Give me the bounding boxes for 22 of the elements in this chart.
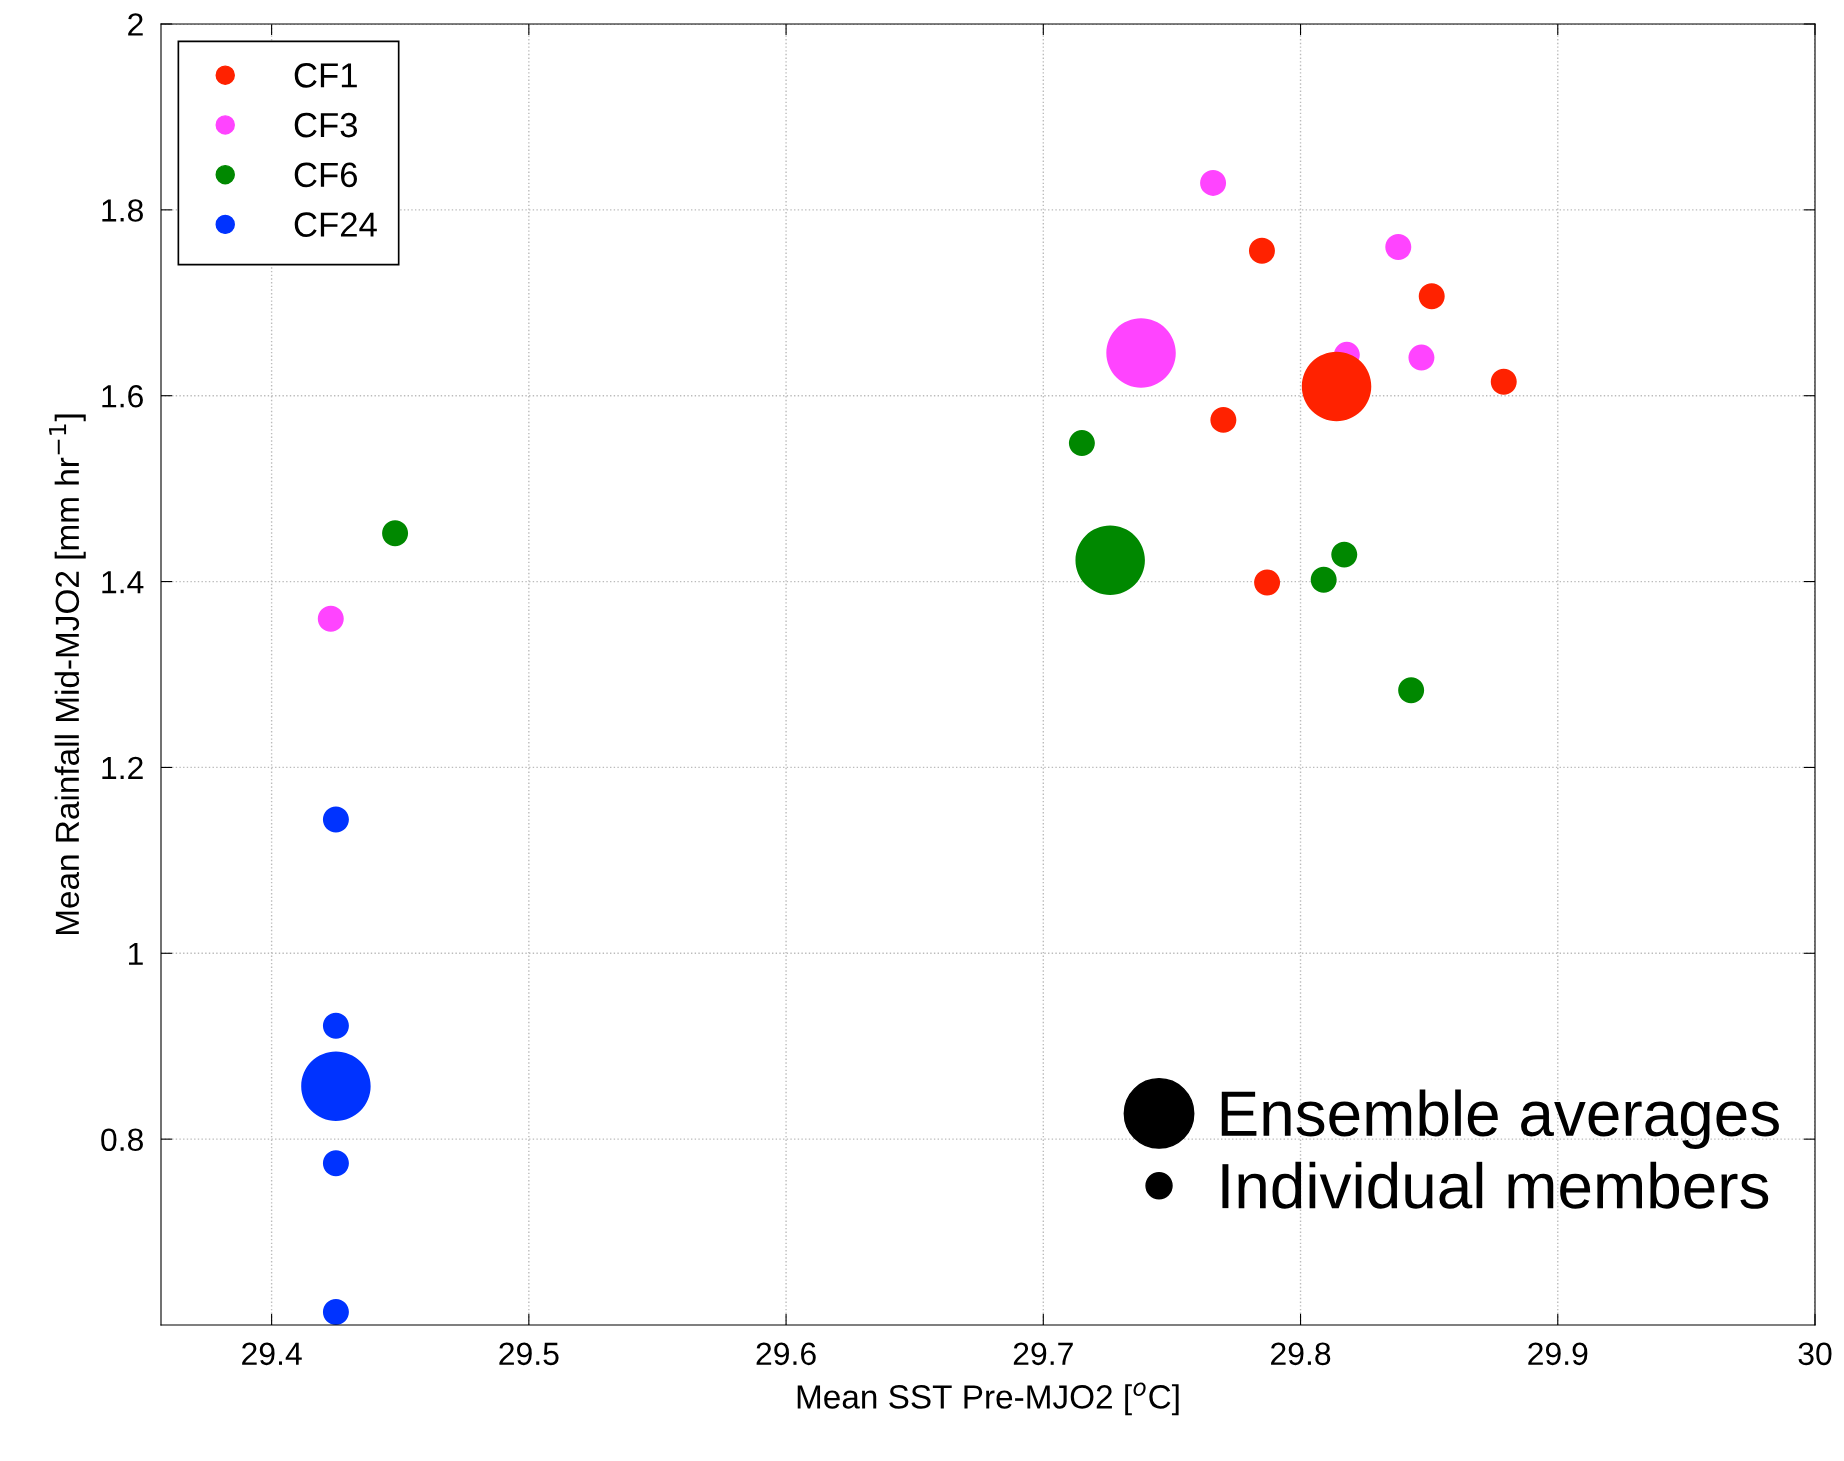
y-tick-label: 1.2 [102,756,143,779]
y-axis-title: Mean Rainfall Mid-MJO2 [mm hr$^{−1}$] [49,414,86,935]
legend-label: CF1 [294,63,357,88]
x-tick-label: 29.6 [756,1342,816,1366]
y-tick-label: 1.6 [102,384,143,408]
x-tick-label: 29.4 [242,1342,302,1366]
y-tick-label: 2 [128,13,143,36]
y-tick-label: 1 [129,942,143,965]
x-tick-label: 30 [1798,1342,1832,1366]
legend-label: Ensemble averages [1221,1089,1779,1150]
y-tick-label: 0.8 [101,1128,143,1152]
legend-label: CF6 [294,162,358,188]
x-tick-label: 29.7 [1013,1342,1073,1366]
x-tick-label: 29.8 [1271,1342,1331,1366]
x-axis-title: Mean SST Pre-MJO2 [$^{o}$C] [797,1382,1179,1416]
y-tick-label: 1.4 [102,571,144,594]
legend-label: Individual members [1222,1161,1769,1209]
x-tick-label: 29.9 [1528,1342,1588,1366]
legend-label: CF24 [294,212,377,237]
x-tick-label: 29.5 [499,1342,559,1366]
legend-label: CF3 [294,112,358,138]
y-tick-label: 1.8 [102,199,143,222]
